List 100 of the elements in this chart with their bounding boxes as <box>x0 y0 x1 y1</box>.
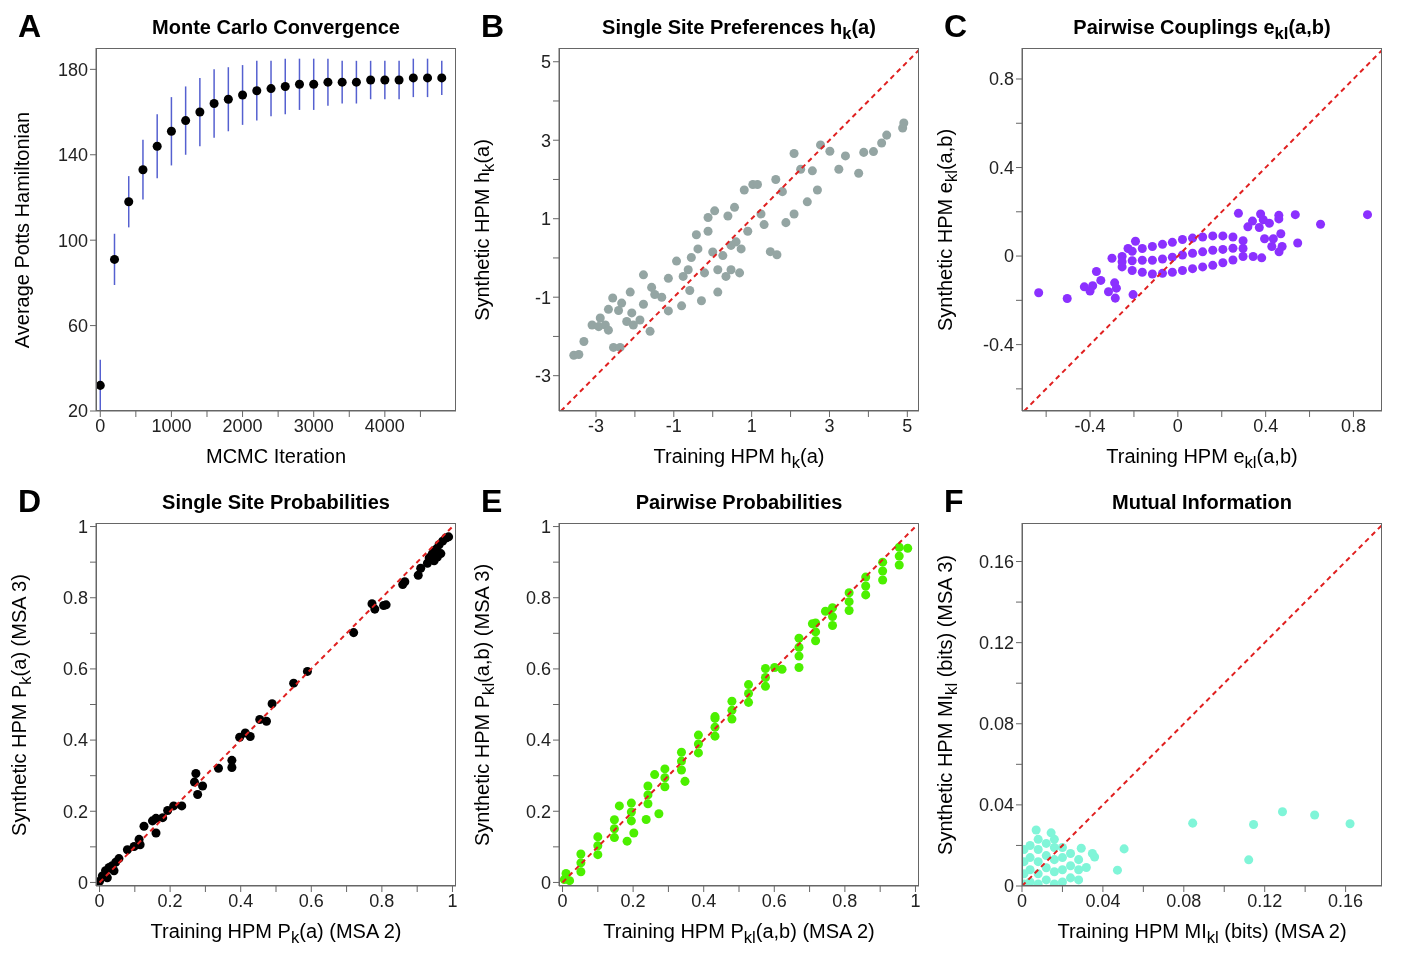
y-tick-label: 60 <box>67 315 88 336</box>
point <box>109 254 120 264</box>
x-tick-label: 0.4 <box>691 890 717 911</box>
point <box>1119 844 1129 854</box>
x-tick-label: 3000 <box>293 415 334 436</box>
y-tick-label: 3 <box>540 130 551 151</box>
x-tick-label: 2000 <box>222 415 263 436</box>
point <box>266 84 276 94</box>
x-tick-label: 1 <box>746 415 757 436</box>
point <box>1066 849 1076 859</box>
point <box>1041 875 1051 885</box>
y-tick-label: 0 <box>1003 876 1014 897</box>
x-tick-label: 0.8 <box>369 890 395 911</box>
x-tick-label: 0.6 <box>298 890 324 911</box>
point <box>413 570 423 580</box>
point <box>1249 820 1259 830</box>
point <box>1074 865 1084 875</box>
point <box>209 99 219 109</box>
point <box>309 79 319 89</box>
x-tick-label: 0 <box>95 415 106 436</box>
y-tick-label: 0.8 <box>525 588 551 609</box>
point <box>1066 861 1076 871</box>
point <box>124 197 134 207</box>
point <box>351 77 361 87</box>
y-tick-label: 0.8 <box>62 588 88 609</box>
y-tick-label: 0.8 <box>988 69 1014 90</box>
point <box>152 141 162 151</box>
point <box>1057 865 1067 875</box>
y-tick-label: -1 <box>534 287 551 308</box>
point <box>151 828 161 838</box>
y-tick-label: 0.16 <box>978 551 1014 572</box>
text: C <box>944 8 968 45</box>
point <box>1074 875 1084 885</box>
y-tick-label: 180 <box>57 59 88 80</box>
point <box>261 716 271 726</box>
chart-title: Monte Carlo Convergence <box>151 16 401 39</box>
x-axis-title: Training HPM h$_{k}$(a) <box>652 445 826 473</box>
chart-title: Single Site Probabilities <box>161 491 391 514</box>
point <box>252 86 262 96</box>
x-tick-label: 1 <box>910 890 921 911</box>
x-tick-label: 4000 <box>364 415 405 436</box>
point <box>177 801 187 811</box>
point <box>1345 819 1355 829</box>
point <box>198 781 208 791</box>
x-tick-label: 0 <box>1016 890 1028 911</box>
x-tick-label: -3 <box>587 415 604 436</box>
point <box>349 628 359 638</box>
y-tick-label: 1 <box>540 209 551 230</box>
point <box>1310 810 1320 820</box>
point <box>193 790 203 800</box>
point <box>437 73 447 83</box>
y-tick-label: 5 <box>540 52 551 73</box>
y-tick-label: 0.04 <box>978 795 1014 816</box>
point <box>267 699 277 709</box>
point <box>1041 838 1051 848</box>
x-tick-label: 0.4 <box>1253 415 1279 436</box>
y-tick-label: 0.2 <box>62 801 88 822</box>
y-tick-label: 0.4 <box>988 157 1014 178</box>
point <box>1076 843 1086 853</box>
point <box>1041 863 1051 873</box>
point <box>181 116 191 126</box>
point <box>366 75 376 85</box>
x-tick-label: 0.16 <box>1328 890 1364 911</box>
point <box>1244 855 1254 865</box>
point <box>195 107 205 117</box>
text: E <box>481 483 503 520</box>
x-axis-title: Training HPM P$_{k}$(a) (MSA 2) <box>149 920 403 948</box>
x-axis-title: MCMC Iteration <box>205 445 347 468</box>
point <box>191 769 201 779</box>
y-tick-label: 0 <box>77 872 88 893</box>
y-tick-label: 1 <box>77 516 88 537</box>
x-tick-label: -0.4 <box>1074 415 1106 436</box>
point <box>294 79 304 89</box>
y-tick-label: -0.4 <box>982 334 1014 355</box>
y-tick-label: 0.6 <box>525 659 551 680</box>
point <box>1112 865 1122 875</box>
point <box>1277 807 1288 817</box>
point <box>1066 873 1076 883</box>
x-tick-label: 5 <box>902 415 913 436</box>
x-tick-label: 0.2 <box>157 890 183 911</box>
x-tick-label: 0.8 <box>1340 415 1366 436</box>
point <box>1033 844 1043 854</box>
y-axis-title: Average Potts Hamiltonian <box>10 111 34 348</box>
chart-title: Single Site Preferences h$_{k}$(a) <box>601 16 877 44</box>
x-tick-label: -1 <box>665 415 682 436</box>
x-tick-label: 1 <box>447 890 458 911</box>
point <box>1188 818 1198 828</box>
point <box>1033 857 1043 867</box>
point <box>1025 853 1035 863</box>
point <box>1074 855 1084 865</box>
x-tick-label: 0.8 <box>832 890 858 911</box>
x-tick-label: 0.12 <box>1247 890 1283 911</box>
y-tick-label: 0.6 <box>62 659 88 680</box>
text: D <box>18 483 42 520</box>
point <box>1057 877 1067 886</box>
point <box>223 94 233 104</box>
y-tick-label: 100 <box>57 230 88 251</box>
chart-title: Pairwise Couplings e$_{kl}$(a,b) <box>1072 16 1332 44</box>
x-tick-label: 0.04 <box>1085 890 1121 911</box>
point <box>1031 825 1041 835</box>
